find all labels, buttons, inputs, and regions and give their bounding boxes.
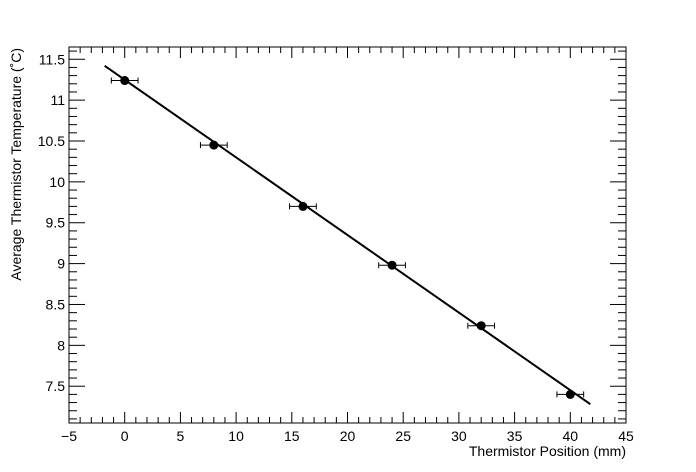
x-tick-label: 30 — [451, 428, 467, 444]
y-tick-label: 9.5 — [46, 215, 66, 231]
data-point — [387, 260, 397, 270]
x-axis-ticks: −5 0 5 10 15 20 25 30 35 40 45 — [61, 47, 634, 444]
x-tick-label: 20 — [340, 428, 356, 444]
y-tick-label: 10.5 — [38, 133, 65, 149]
fit-line — [104, 64, 591, 406]
x-tick-label: 5 — [177, 428, 185, 444]
x-tick-label: 45 — [618, 428, 634, 444]
fit-line-group — [104, 64, 591, 406]
data-point — [120, 76, 130, 86]
x-tick-label: 25 — [395, 428, 411, 444]
x-tick-label: −5 — [61, 428, 77, 444]
y-tick-label: 8.5 — [46, 296, 66, 312]
data-point — [476, 321, 486, 331]
y-axis-ticks: 7.5 8 8.5 9 9.5 10 10.5 11 11.5 — [38, 50, 626, 420]
y-tick-label: 11.5 — [39, 51, 65, 67]
data-points — [110, 76, 585, 399]
y-tick-label: 10 — [49, 174, 65, 190]
y-tick-label: 11 — [50, 92, 65, 108]
data-point — [565, 389, 575, 399]
x-tick-label: 0 — [121, 428, 129, 444]
x-tick-label: 40 — [563, 428, 579, 444]
x-tick-label: 10 — [228, 428, 244, 444]
x-tick-label: 35 — [507, 428, 523, 444]
y-tick-label: 8 — [57, 337, 65, 353]
y-axis-title: Average Thermistor Temperature (˚C) — [8, 48, 24, 281]
x-tick-label: 15 — [284, 428, 300, 444]
y-tick-label: 9 — [57, 256, 65, 272]
y-tick-label: 7.5 — [46, 378, 66, 394]
x-axis-title: Thermistor Position (mm) — [469, 443, 626, 459]
data-point — [209, 140, 219, 150]
data-point — [298, 201, 308, 211]
